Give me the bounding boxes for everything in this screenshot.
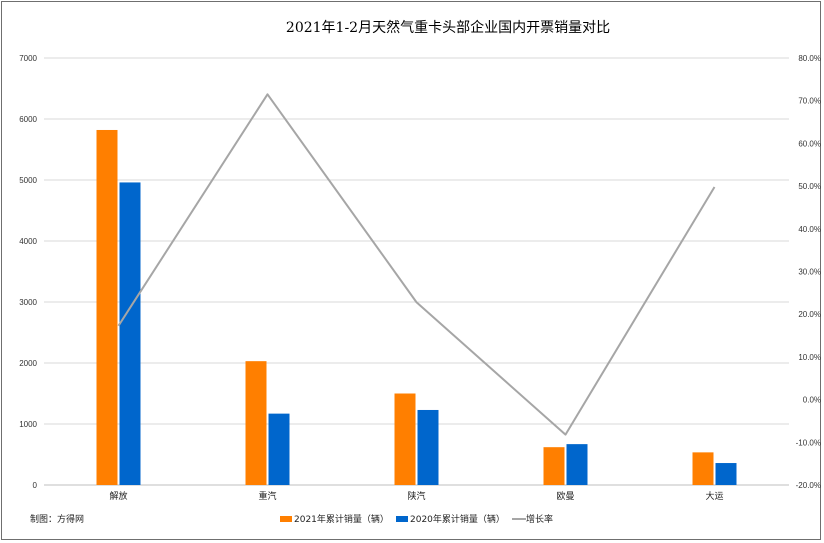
bar bbox=[715, 463, 737, 485]
gridlines bbox=[44, 57, 789, 486]
legend-label: 2020年累计销量（辆） bbox=[410, 513, 505, 525]
bar bbox=[543, 447, 565, 485]
right-tick-label: 70.0% bbox=[798, 97, 821, 106]
category-labels: 解放 重汽 陕汽 欧曼 大运 bbox=[109, 490, 723, 502]
legend-swatch bbox=[396, 516, 408, 522]
category-label: 解放 bbox=[109, 490, 127, 502]
left-tick-label: 3000 bbox=[19, 298, 37, 307]
right-tick-label: 0.0% bbox=[803, 396, 821, 405]
left-tick-label: 1000 bbox=[19, 420, 37, 429]
left-tick-label: 6000 bbox=[19, 115, 37, 124]
bar bbox=[96, 129, 118, 486]
right-tick-label: 40.0% bbox=[798, 225, 821, 234]
right-tick-label: 30.0% bbox=[798, 268, 821, 277]
left-tick-label: 5000 bbox=[19, 176, 37, 185]
chart-title: 2021年1-2月天然气重卡头部企业国内开票销量对比 bbox=[286, 19, 610, 36]
right-axis: -20.0% -10.0% 0.0% 10.0% 20.0% 30.0% 40.0% 50.0… bbox=[796, 54, 821, 490]
bar bbox=[417, 409, 439, 485]
left-tick-label: 4000 bbox=[19, 237, 37, 246]
category-label: 陕汽 bbox=[407, 490, 425, 502]
right-tick-label: 80.0% bbox=[798, 54, 821, 63]
bar bbox=[245, 361, 267, 485]
category-label: 重汽 bbox=[258, 490, 276, 502]
left-tick-label: 0 bbox=[33, 481, 38, 490]
right-tick-label: 10.0% bbox=[798, 353, 821, 362]
bar bbox=[394, 393, 416, 485]
growth-line bbox=[117, 93, 716, 436]
bars bbox=[96, 129, 737, 486]
bar bbox=[119, 182, 141, 485]
left-tick-label: 7000 bbox=[19, 54, 37, 63]
right-tick-label: -20.0% bbox=[796, 481, 821, 490]
legend-label: 2021年累计销量（辆） bbox=[294, 513, 389, 525]
bar bbox=[692, 452, 714, 485]
right-tick-label: -10.0% bbox=[796, 438, 821, 447]
left-tick-label: 2000 bbox=[19, 359, 37, 368]
left-axis: 0 1000 2000 3000 4000 5000 6000 7000 bbox=[19, 54, 37, 490]
category-label: 欧曼 bbox=[556, 490, 574, 502]
growth-line-path bbox=[117, 93, 716, 436]
legend-swatch bbox=[280, 516, 292, 522]
legend: 2021年累计销量（辆） 2020年累计销量（辆） 增长率 bbox=[280, 513, 553, 525]
bar bbox=[268, 413, 290, 485]
right-tick-label: 20.0% bbox=[798, 310, 821, 319]
category-label: 大运 bbox=[705, 490, 723, 502]
right-tick-label: 50.0% bbox=[798, 182, 821, 191]
legend-label: 增长率 bbox=[526, 513, 553, 525]
credit-text: 制图：方得网 bbox=[30, 513, 84, 525]
bar bbox=[566, 444, 588, 485]
right-tick-label: 60.0% bbox=[798, 139, 821, 148]
